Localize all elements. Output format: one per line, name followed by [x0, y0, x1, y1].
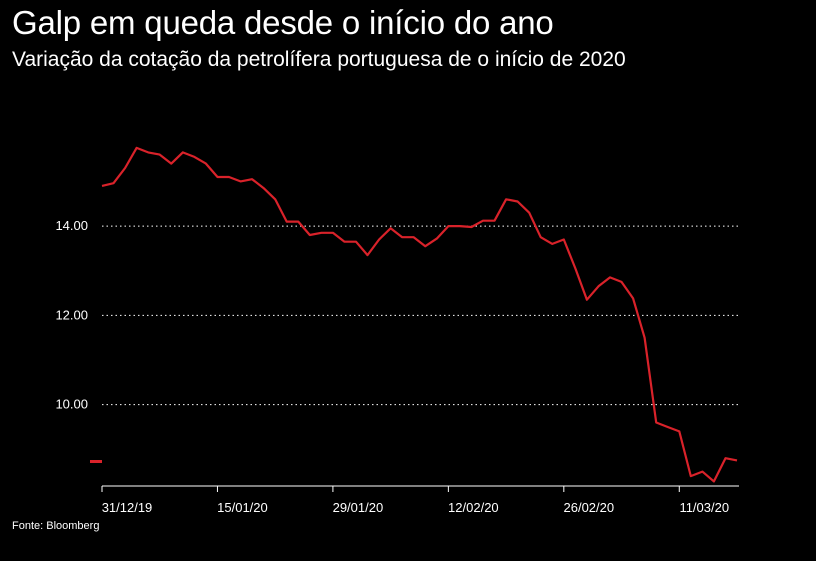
series-marker	[90, 460, 102, 463]
x-tick-label: 12/02/20	[448, 500, 499, 515]
x-tick-label: 26/02/20	[564, 500, 615, 515]
x-axis: 31/12/19 15/01/20 29/01/20 12/02/20 26/02/20…	[101, 485, 739, 515]
y-tick-label: 14.00	[55, 218, 88, 233]
x-tick-label: 11/03/20	[679, 500, 729, 515]
y-tick-label: 12.00	[55, 307, 88, 322]
y-tick-label: 10.00	[55, 397, 88, 412]
x-tick-label: 29/01/20	[333, 500, 384, 515]
source-note: Fonte: Bloomberg	[12, 520, 100, 532]
gridlines	[102, 225, 740, 406]
series-line	[101, 146, 738, 483]
series-layer	[101, 146, 738, 483]
x-tick-label: 15/01/20	[217, 500, 268, 515]
chart-title: Galp em queda desde o início do ano	[12, 4, 554, 41]
x-tick-label: 31/12/19	[102, 500, 153, 515]
chart-subtitle: Variação da cotação da petrolífera portu…	[12, 48, 626, 71]
y-axis-ticks: 10.00 12.00 14.00	[55, 218, 88, 412]
